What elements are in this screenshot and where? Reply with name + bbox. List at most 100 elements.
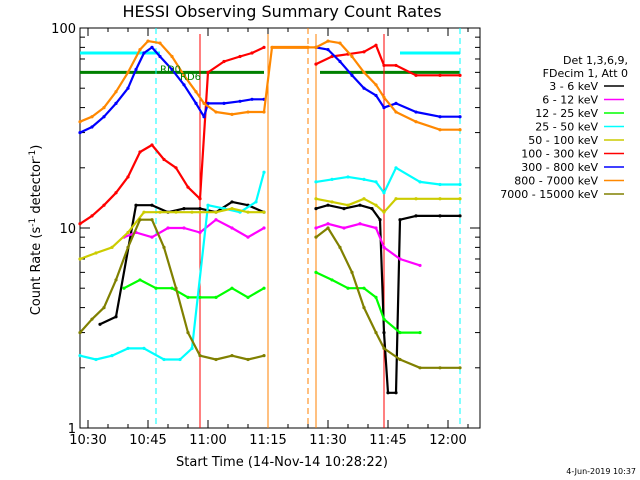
series-point-7 — [138, 47, 142, 52]
series-point-7 — [146, 39, 150, 43]
series-line-3 — [79, 166, 460, 361]
series-point-4 — [214, 210, 218, 214]
series-point-7 — [170, 54, 174, 59]
series-point-2 — [214, 295, 218, 299]
series-point-4 — [394, 197, 398, 201]
series-point-0 — [198, 207, 202, 211]
series-point-0 — [342, 207, 346, 211]
series-point-7 — [246, 110, 250, 114]
series-point-4 — [382, 210, 386, 214]
series-point-7 — [458, 128, 462, 132]
series-point-4 — [374, 203, 378, 207]
series-point-5 — [114, 191, 118, 195]
series-point-5 — [78, 222, 82, 226]
series-point-6 — [374, 93, 378, 98]
series-point-1 — [358, 222, 362, 226]
series-line-5 — [79, 44, 460, 225]
series-point-2 — [198, 295, 202, 299]
series-point-4 — [110, 245, 114, 249]
series-point-5 — [262, 45, 266, 49]
series-point-6 — [382, 105, 386, 110]
series-point-4 — [190, 210, 194, 214]
series-point-5 — [126, 175, 130, 179]
series-point-8 — [246, 357, 250, 362]
series-point-4 — [94, 251, 98, 255]
series-point-8 — [326, 226, 330, 230]
series-point-8 — [338, 245, 342, 249]
series-point-3 — [254, 200, 258, 204]
series-point-7 — [230, 112, 234, 116]
series-point-4 — [362, 197, 366, 201]
series-point-6 — [126, 86, 130, 90]
series-point-2 — [122, 286, 126, 290]
series-point-6 — [78, 130, 82, 135]
series-point-3 — [394, 166, 398, 170]
x-tick-label: 11:00 — [189, 433, 226, 448]
series-point-7 — [306, 45, 310, 49]
series-point-4 — [246, 210, 250, 214]
series-point-7 — [102, 105, 106, 110]
series-point-1 — [214, 218, 218, 222]
series-lines — [78, 39, 462, 395]
series-point-1 — [262, 226, 266, 230]
series-point-7 — [326, 39, 330, 43]
series-point-5 — [362, 50, 366, 54]
series-point-0 — [458, 214, 462, 218]
series-point-6 — [142, 51, 146, 55]
series-point-1 — [382, 245, 386, 249]
series-line-0 — [99, 200, 460, 394]
series-point-3 — [374, 180, 378, 184]
series-point-1 — [198, 230, 202, 235]
series-point-7 — [78, 120, 82, 124]
series-point-5 — [374, 43, 378, 47]
series-point-0 — [230, 200, 234, 204]
series-point-3 — [438, 182, 442, 187]
series-point-6 — [134, 67, 138, 72]
series-point-3 — [362, 177, 366, 181]
x-tick-label: 10:30 — [69, 433, 106, 448]
series-point-8 — [138, 218, 142, 222]
series-point-3 — [330, 177, 334, 181]
series-point-6 — [394, 101, 398, 105]
series-point-3 — [142, 346, 146, 351]
x-tick-label: 11:45 — [369, 433, 406, 448]
tick-labels: 10:30 10:45 11:00 11:15 11:30 11:45 12:00 1 10 10… — [51, 22, 467, 448]
series-point-5 — [250, 51, 254, 55]
series-point-8 — [198, 354, 202, 358]
series-point-1 — [314, 226, 318, 230]
series-point-7 — [394, 110, 398, 114]
series-point-6 — [182, 83, 186, 87]
series-point-6 — [350, 73, 354, 77]
series-point-2 — [186, 295, 190, 299]
series-point-6 — [222, 101, 226, 105]
series-point-8 — [186, 330, 190, 335]
series-point-2 — [374, 295, 378, 299]
series-point-7 — [158, 41, 162, 45]
series-point-1 — [150, 235, 154, 239]
legend-label: 50 - 100 keV — [528, 134, 598, 147]
series-point-1 — [418, 263, 422, 268]
series-point-3 — [314, 180, 318, 184]
series-point-6 — [250, 97, 254, 101]
series-point-5 — [394, 63, 398, 68]
series-point-5 — [198, 197, 202, 201]
series-point-0 — [98, 322, 102, 326]
legend-label: 3 - 6 keV — [549, 80, 598, 93]
series-point-4 — [174, 210, 178, 214]
series-point-0 — [394, 391, 398, 395]
series-point-6 — [438, 115, 442, 119]
series-point-6 — [150, 45, 154, 49]
series-point-6 — [206, 101, 210, 105]
series-point-8 — [350, 270, 354, 274]
series-point-8 — [362, 305, 366, 310]
series-point-3 — [262, 170, 266, 174]
series-point-2 — [246, 295, 250, 299]
series-point-5 — [138, 150, 142, 154]
series-point-2 — [398, 330, 402, 335]
series-point-8 — [90, 317, 94, 321]
series-point-4 — [346, 203, 350, 207]
series-point-1 — [398, 257, 402, 261]
series-point-3 — [78, 354, 82, 358]
